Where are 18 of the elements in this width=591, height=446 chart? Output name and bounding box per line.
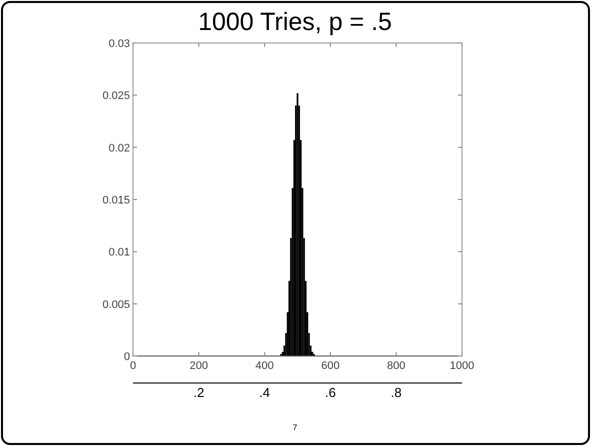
- x2-tick-label: .8: [390, 385, 402, 400]
- y-tick-label: 0.025: [102, 90, 130, 102]
- x-tick-label: 1000: [450, 360, 474, 372]
- chart-title: 1000 Tries, p = .5: [198, 8, 392, 36]
- y-tick-label: 0.02: [108, 142, 130, 154]
- y-tick-label: 0: [124, 351, 130, 363]
- x2-tick-label: .2: [193, 385, 204, 400]
- text: 7: [292, 423, 298, 432]
- y-tick-label: 0.03: [108, 38, 130, 50]
- x-tick-label: 200: [190, 360, 208, 372]
- x2-tick-label: .6: [324, 385, 336, 400]
- y-tick-label: 0.01: [108, 246, 130, 259]
- y-tick-label: 0.015: [102, 194, 130, 206]
- x-tick-label: 600: [321, 360, 340, 372]
- x-tick-label: 400: [255, 360, 274, 372]
- x-tick-label: 800: [387, 360, 406, 372]
- x2-tick-label: .4: [259, 385, 270, 400]
- y-tick-label: 0.005: [102, 298, 130, 311]
